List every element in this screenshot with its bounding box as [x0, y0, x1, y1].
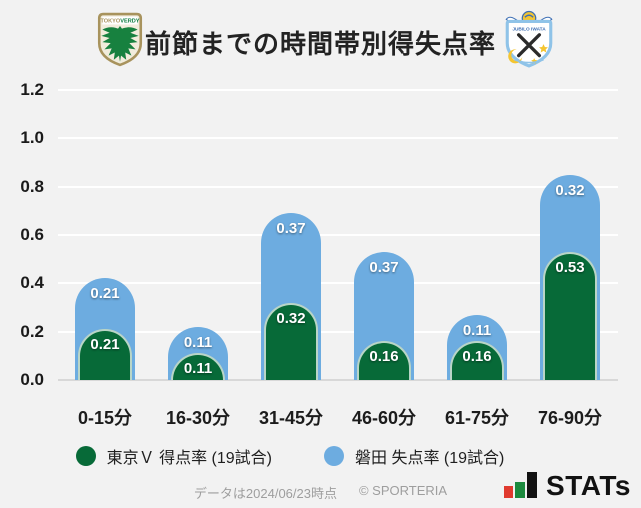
- jubilo-iwata-crest-icon: JUBILO IWATA: [505, 10, 553, 68]
- verdy-eagle-icon: [101, 27, 139, 62]
- y-tick-label: 1.2: [20, 79, 44, 99]
- iwata-value-label: 0.11: [462, 322, 492, 339]
- x-axis-label: 16-30分: [165, 408, 231, 428]
- bar-verdy-segment: 0.16: [450, 341, 504, 380]
- verdy-logo-text-tokyo: TOKYO: [100, 19, 120, 25]
- gridline: [58, 233, 618, 236]
- gridline: [58, 137, 618, 140]
- x-axis-label: 0-15分: [77, 408, 133, 428]
- svg-text:TOKYOVERDY: TOKYOVERDY: [100, 19, 139, 25]
- x-axis-label: 31-45分: [258, 408, 324, 428]
- legend-item-iwata: 磐田 失点率 (19試合): [324, 444, 504, 468]
- jubilo-iwata-logo: JUBILO IWATA: [501, 10, 557, 73]
- stats-black-bar-icon: [527, 472, 538, 498]
- verdy-legend-dot-icon: [75, 446, 96, 466]
- x-axis-label: 76-90分: [537, 408, 603, 428]
- verdy-logo-text-verdy: VERDY: [120, 19, 140, 25]
- gridline: [58, 330, 618, 333]
- iwata-value-label: 0.32: [555, 182, 585, 199]
- verdy-legend-label: 東京Ｖ 得点率 (19試合): [106, 450, 272, 467]
- y-tick-label: 0.2: [20, 321, 44, 341]
- stats-logo: STATs: [504, 470, 631, 501]
- y-tick-label: 0.6: [20, 224, 44, 244]
- verdy-value-label: 0.16: [462, 348, 492, 365]
- gridline: [58, 282, 618, 285]
- footer-note: データは2024/06/23時点 © SPORTERIA: [0, 483, 641, 502]
- legend-item-verdy: 東京Ｖ 得点率 (19試合): [75, 444, 272, 468]
- iwata-legend-label: 磐田 失点率 (19試合): [355, 450, 505, 467]
- y-tick-label: 0.4: [20, 273, 44, 293]
- stats-green-bar-icon: [515, 482, 526, 498]
- x-axis-label: 61-75分: [444, 408, 510, 428]
- gridline: [58, 88, 618, 91]
- iwata-value-label: 0.37: [369, 259, 399, 276]
- bar-verdy-segment: 0.21: [78, 329, 132, 380]
- verdy-value-label: 0.53: [555, 259, 585, 276]
- verdy-value-label: 0.21: [90, 336, 120, 353]
- tokyo-verdy-crest-icon: TOKYOVERDY: [97, 12, 143, 67]
- iwata-value-label: 0.21: [90, 285, 120, 302]
- y-tick-label: 0.8: [20, 176, 44, 196]
- jubilo-logo-text: JUBILO IWATA: [512, 27, 546, 33]
- verdy-value-label: 0.11: [183, 360, 213, 377]
- page-title: 前節までの時間帯別得失点率: [144, 29, 496, 59]
- gridline: [58, 185, 618, 188]
- copyright-text: © SPORTERIA: [358, 483, 448, 498]
- tokyo-verdy-logo: TOKYOVERDY: [97, 12, 143, 72]
- data-date-note: データは2024/06/23時点: [193, 486, 337, 501]
- stats-brand-text: STATs: [546, 470, 631, 501]
- x-axis-label: 46-60分: [351, 408, 417, 428]
- iwata-legend-dot-icon: [324, 446, 344, 466]
- x-axis-baseline: [58, 379, 618, 381]
- iwata-value-label: 0.11: [183, 334, 213, 351]
- verdy-value-label: 0.32: [276, 310, 306, 327]
- stats-red-bar-icon: [504, 486, 514, 498]
- bar-verdy-segment: 0.53: [543, 252, 597, 380]
- verdy-value-label: 0.16: [369, 348, 399, 365]
- legend: 東京Ｖ 得点率 (19試合) 磐田 失点率 (19試合): [0, 444, 580, 468]
- bar-verdy-segment: 0.32: [264, 303, 318, 380]
- y-tick-label: 1.0: [20, 128, 44, 148]
- bar-verdy-segment: 0.16: [357, 341, 411, 380]
- y-tick-label: 0.0: [20, 370, 44, 389]
- iwata-value-label: 0.37: [276, 220, 306, 237]
